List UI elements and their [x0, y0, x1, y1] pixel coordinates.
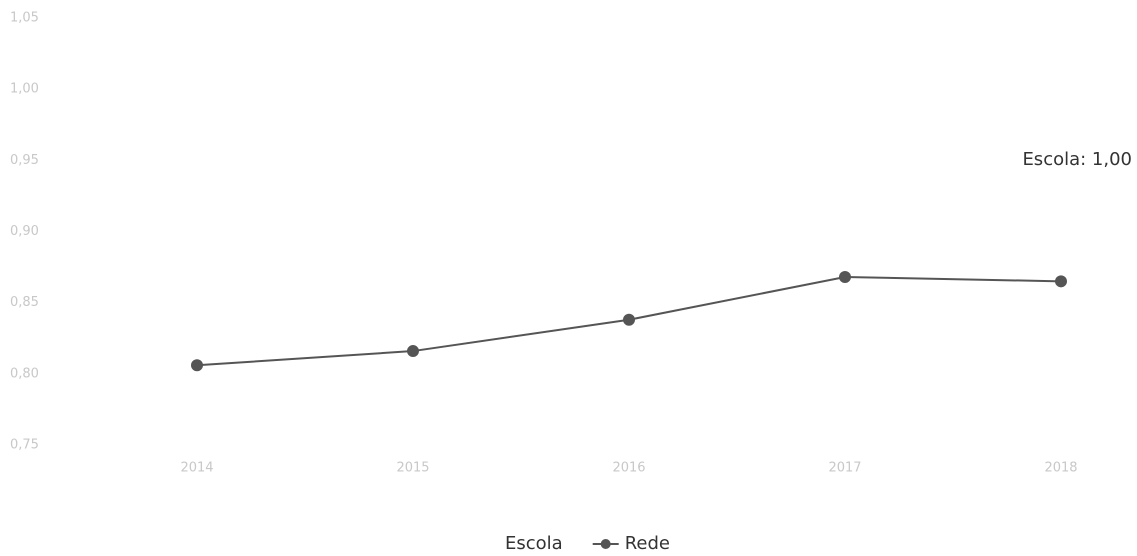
legend-label: Escola [505, 533, 563, 554]
y-tick-label: 1,00 [10, 82, 39, 97]
y-tick-label: 0,80 [10, 366, 39, 381]
legend-label: Rede [625, 533, 670, 554]
x-tick-label: 2017 [828, 461, 861, 476]
y-tick-label: 0,75 [10, 438, 39, 453]
y-tick-label: 0,95 [10, 153, 39, 168]
data-point [1055, 275, 1067, 288]
x-tick-label: 2018 [1044, 461, 1077, 476]
x-tick-label: 2014 [180, 461, 213, 476]
annotation: Escola: 1,00 [1022, 149, 1132, 170]
data-point [623, 313, 635, 326]
x-tick-label: 2015 [396, 461, 429, 476]
data-point [839, 271, 851, 284]
data-point [407, 345, 419, 358]
y-tick-label: 1,05 [10, 11, 39, 26]
y-tick-label: 0,85 [10, 295, 39, 310]
x-tick-label: 2016 [612, 461, 645, 476]
legend-swatch [600, 539, 611, 549]
data-point [191, 359, 203, 372]
y-tick-label: 0,90 [10, 224, 39, 239]
